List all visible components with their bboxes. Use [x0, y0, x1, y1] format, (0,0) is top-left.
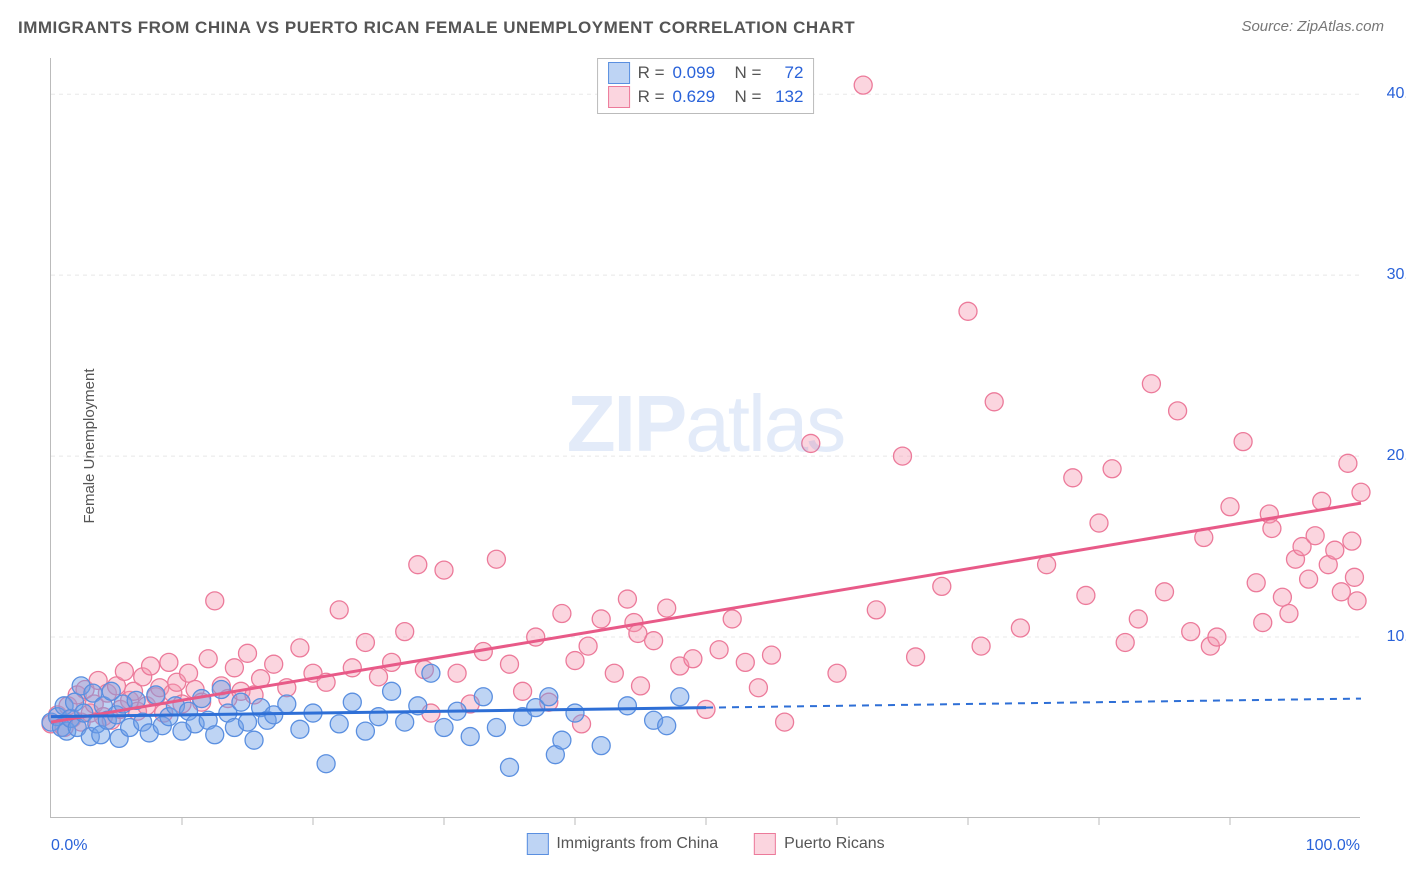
plot-area: ZIPatlas R = 0.099 N = 72 R = 0.629 N = …: [50, 58, 1360, 818]
y-tick-label: 40.0%: [1387, 85, 1406, 103]
y-tick-label: 20.0%: [1387, 447, 1406, 465]
bottom-legend: Immigrants from China Puerto Ricans: [526, 833, 884, 855]
stats-row-blue: R = 0.099 N = 72: [608, 61, 804, 85]
n-label: N =: [735, 87, 762, 107]
stats-legend: R = 0.099 N = 72 R = 0.629 N = 132: [597, 58, 815, 114]
r-value-pink: 0.629: [673, 87, 727, 107]
n-value-blue: 72: [769, 63, 803, 83]
legend-item-pink: Puerto Ricans: [754, 833, 885, 855]
y-tick-label: 10.0%: [1387, 628, 1406, 646]
swatch-pink: [754, 833, 776, 855]
source-attribution: Source: ZipAtlas.com: [1241, 18, 1384, 35]
swatch-pink: [608, 86, 630, 108]
n-label: N =: [735, 63, 762, 83]
stats-row-pink: R = 0.629 N = 132: [608, 85, 804, 109]
legend-label-blue: Immigrants from China: [556, 835, 718, 853]
r-value-blue: 0.099: [673, 63, 727, 83]
y-tick-label: 30.0%: [1387, 266, 1406, 284]
x-tick-max: 100.0%: [1306, 837, 1360, 855]
swatch-blue: [526, 833, 548, 855]
legend-item-blue: Immigrants from China: [526, 833, 718, 855]
n-value-pink: 132: [769, 87, 803, 107]
r-label: R =: [638, 87, 665, 107]
swatch-blue: [608, 62, 630, 84]
x-tick-min: 0.0%: [51, 837, 87, 855]
scatter-plot-svg: [51, 58, 1360, 817]
chart-container: IMMIGRANTS FROM CHINA VS PUERTO RICAN FE…: [0, 0, 1406, 892]
r-label: R =: [638, 63, 665, 83]
chart-title: IMMIGRANTS FROM CHINA VS PUERTO RICAN FE…: [18, 18, 855, 38]
legend-label-pink: Puerto Ricans: [784, 835, 885, 853]
